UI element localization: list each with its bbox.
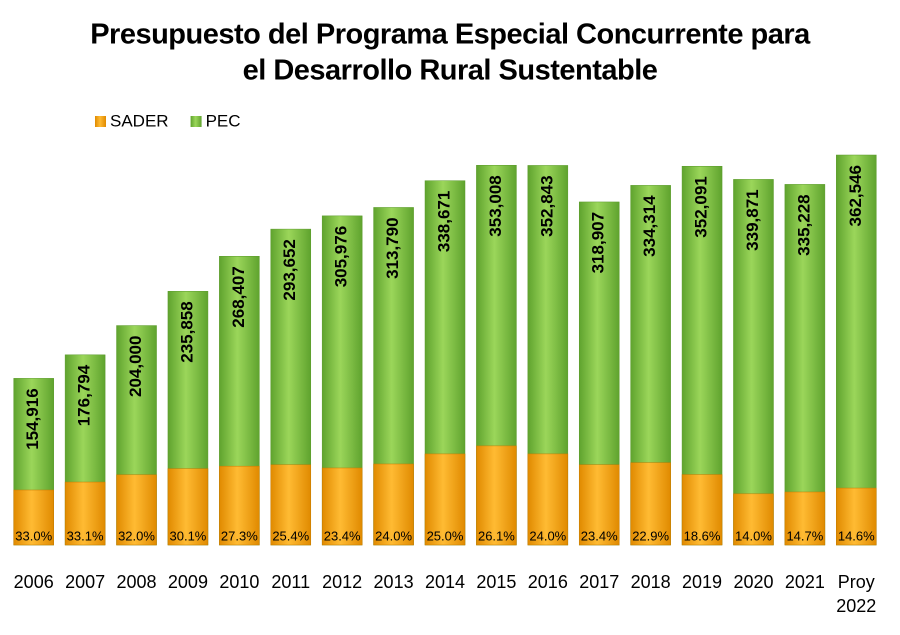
pec-value-label: 352,843 [537,175,556,236]
x-tick-label: 2019 [682,572,723,592]
sader-value-label: 33.1% [67,528,104,543]
pec-bar [836,154,877,546]
sader-value-label: 24.0% [529,528,566,543]
pec-value-label: 293,652 [280,239,299,300]
sader-bar [733,493,774,546]
pec-value-label: 352,091 [692,176,711,237]
sader-bar [219,465,260,546]
sader-bar [476,445,517,546]
pec-value-label: 176,794 [75,364,94,426]
x-tick-label: 2014 [424,572,466,592]
sader-bar [13,489,54,546]
x-tick-label: 2015 [476,572,517,592]
x-tick-label: 2008 [116,572,157,592]
x-tick-label: 2016 [527,572,568,592]
pec-value-label: 268,407 [229,266,248,327]
legend-label: PEC [206,111,241,130]
sader-bar [116,474,157,546]
sader-bar [578,464,620,546]
sader-value-label: 14.6% [838,528,875,543]
sader-value-label: 27.3% [221,528,258,543]
chart-subtitle: el Desarrollo Rural Sustentable [243,55,658,87]
x-tick-label: 2013 [373,572,414,592]
legend-swatch [95,116,106,127]
sader-value-label: 18.6% [684,528,721,543]
x-tick-label: 2006 [13,572,54,592]
x-tick-label: 2011 [271,572,311,592]
pec-value-label: 353,008 [486,175,505,236]
pec-value-label: 335,228 [794,194,813,255]
sader-bar [630,462,671,546]
sader-bar [167,468,209,546]
legend-swatch [190,116,202,127]
sader-bar [270,464,312,546]
pec-value-label: 313,790 [383,217,402,278]
sader-bar [321,467,363,546]
pec-bar [733,179,774,546]
legend-label: SADER [110,111,169,130]
sader-bar [527,453,569,546]
chart-title: Presupuesto del Programa Especial Concur… [90,19,811,51]
sader-value-label: 14.7% [786,528,823,543]
sader-value-label: 22.9% [632,528,669,543]
x-tick-label: 2017 [579,572,620,592]
sader-bar [836,487,877,546]
sader-bar [681,474,723,546]
x-tick-label: 2020 [733,572,774,592]
sader-bar [424,453,466,546]
sader-value-label: 33.0% [15,528,52,543]
pec-bar [784,184,826,546]
sader-bar [784,491,826,546]
pec-value-label: 204,000 [126,336,145,397]
x-tick-label: 2010 [219,572,260,592]
pec-value-label: 334,314 [640,195,659,257]
x-tick-label: 2007 [65,572,106,592]
sader-value-label: 25.4% [272,528,309,543]
sader-bar [373,463,414,546]
x-tick-label: 2009 [167,572,208,592]
sader-value-label: 25.0% [427,528,464,543]
x-tick-label: 2012 [322,572,363,592]
pec-value-label: 154,916 [23,388,42,449]
sader-value-label: 14.0% [735,528,772,543]
pec-value-label: 235,858 [177,301,196,362]
sader-value-label: 23.4% [324,528,361,543]
x-tick-label: 2021 [784,572,825,592]
sader-value-label: 24.0% [375,528,412,543]
pec-value-label: 318,907 [589,212,608,273]
sader-value-label: 30.1% [170,528,207,543]
pec-value-label: 339,871 [743,189,762,250]
x-tick-label: 2018 [630,572,671,592]
x-tick-label: Proy 2022 [836,572,877,616]
pec-value-label: 362,546 [846,165,865,226]
sader-bar [64,481,106,546]
sader-value-label: 26.1% [478,528,515,543]
sader-value-label: 32.0% [118,528,155,543]
sader-value-label: 23.4% [581,528,618,543]
pec-value-label: 305,976 [332,226,351,287]
pec-value-label: 338,671 [434,191,453,252]
